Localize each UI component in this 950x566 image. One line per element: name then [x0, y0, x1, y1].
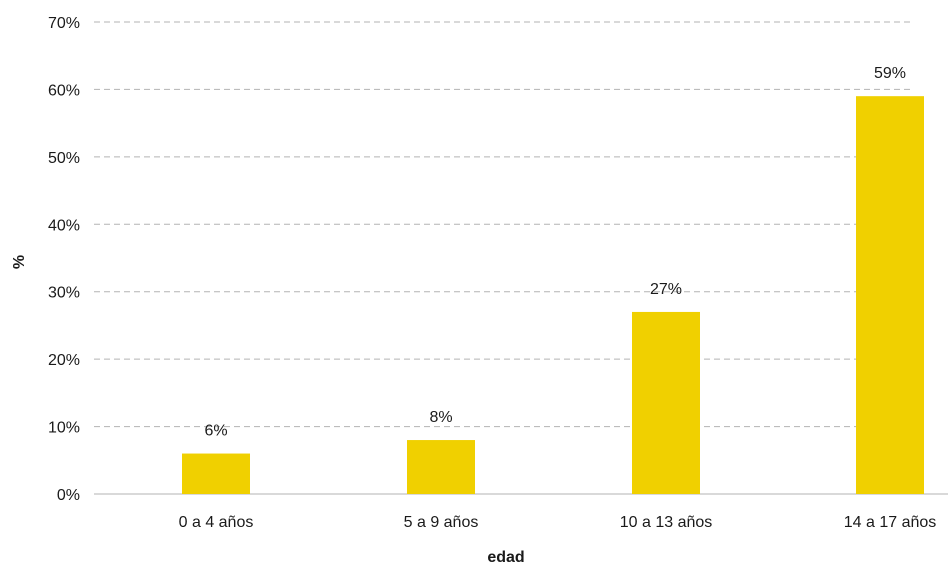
y-tick-labels: 0% 10% 20% 30% 40% 50% 60% 70%	[48, 15, 80, 504]
bar	[182, 453, 250, 494]
x-tick-label: 0 a 4 años	[179, 514, 254, 531]
x-tick-label: 10 a 13 años	[620, 514, 713, 531]
data-label: 8%	[429, 409, 452, 426]
y-tick-label: 70%	[48, 15, 80, 32]
data-label: 59%	[874, 65, 906, 82]
data-labels: 6% 8% 27% 59%	[204, 65, 906, 439]
y-tick-label: 20%	[48, 352, 80, 369]
y-tick-label: 50%	[48, 150, 80, 167]
x-tick-label: 5 a 9 años	[404, 514, 479, 531]
bar	[632, 311, 700, 494]
y-tick-label: 30%	[48, 285, 80, 302]
x-tick-label: 14 a 17 años	[844, 514, 937, 531]
y-axis-title: %	[11, 255, 28, 269]
x-axis-title: edad	[487, 549, 524, 566]
y-tick-label: 60%	[48, 82, 80, 99]
gridlines	[94, 21, 948, 495]
y-tick-label: 40%	[48, 217, 80, 234]
x-tick-labels: 0 a 4 años 5 a 9 años 10 a 13 años 14 a 17 …	[179, 514, 937, 531]
data-label: 6%	[204, 423, 227, 440]
bars	[182, 96, 924, 495]
y-tick-label: 10%	[48, 420, 80, 437]
data-label: 27%	[650, 281, 682, 298]
bar	[407, 440, 475, 494]
bar	[856, 96, 924, 495]
y-tick-label: 0%	[57, 487, 80, 504]
